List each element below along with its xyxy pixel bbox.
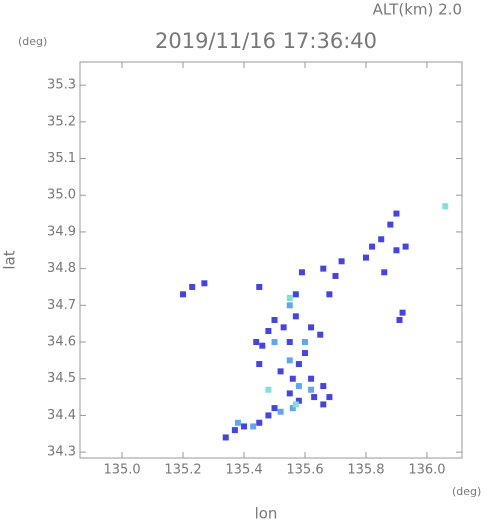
y-tick-label: 34.7 — [47, 298, 76, 313]
echo-pixel — [277, 368, 284, 375]
echo-pixel — [265, 328, 272, 335]
x-tick-label: 135.2 — [164, 463, 201, 478]
y-tick-label: 34.4 — [47, 408, 76, 423]
echo-pixel — [286, 357, 293, 364]
echo-pixel — [286, 390, 293, 397]
echo-pixel — [289, 405, 296, 412]
echo-pixel — [292, 401, 299, 408]
echo-pixel — [289, 375, 296, 382]
x-tick-label: 135.0 — [103, 463, 140, 478]
echo-pixel — [271, 405, 278, 412]
echo-pixel — [311, 394, 318, 401]
echo-pixel — [308, 375, 315, 382]
echo-pixel — [393, 247, 400, 254]
echo-pixel — [286, 294, 293, 301]
echo-pixel — [277, 408, 284, 415]
echo-pixel — [292, 291, 299, 298]
echo-pixel — [295, 383, 302, 390]
y-tick-label: 35.1 — [47, 151, 76, 166]
echo-pixel — [295, 361, 302, 368]
echo-pixel — [320, 401, 327, 408]
echo-pixel — [332, 272, 339, 279]
echo-pixel — [393, 210, 400, 217]
echo-pixel — [308, 386, 315, 393]
echo-pixel — [326, 291, 333, 298]
chart-title: 2019/11/16 17:36:40 — [155, 29, 377, 53]
y-tick-label: 35.0 — [47, 188, 76, 203]
echo-pixel — [298, 269, 305, 276]
x-tick-label: 136.0 — [408, 463, 445, 478]
echo-pixel — [320, 383, 327, 390]
echo-pixel — [442, 203, 449, 210]
y-tick-label: 34.6 — [47, 335, 76, 350]
echo-pixel — [301, 350, 308, 357]
echo-pixel — [338, 258, 345, 265]
y-tick-label: 35.3 — [47, 78, 76, 93]
plot-frame — [79, 61, 463, 459]
echo-pixel — [301, 339, 308, 346]
echo-pixel — [256, 419, 263, 426]
echo-pixel — [378, 236, 385, 243]
x-tick-label: 135.4 — [225, 463, 262, 478]
echo-pixel — [234, 419, 241, 426]
echo-pixel — [387, 221, 394, 228]
x-unit: (deg) — [452, 485, 481, 498]
echo-pixel — [259, 342, 266, 349]
echo-pixel — [308, 324, 315, 331]
y-unit: (deg) — [18, 35, 47, 48]
echo-pixel — [250, 423, 257, 430]
y-tick-label: 34.9 — [47, 224, 76, 239]
echo-pixel — [253, 339, 260, 346]
echo-pixel — [402, 243, 409, 250]
x-tick-label: 135.6 — [286, 463, 323, 478]
echo-pixel — [399, 309, 406, 316]
y-label: lat — [1, 250, 19, 269]
echo-pixel — [271, 339, 278, 346]
echo-pixel — [295, 397, 302, 404]
echo-pixel — [231, 427, 238, 434]
echo-pixel — [265, 386, 272, 393]
y-tick-label: 34.3 — [47, 445, 76, 460]
echo-pixel — [362, 254, 369, 261]
altitude: ALT(km) 2.0 — [373, 1, 462, 19]
x-tick-label: 135.8 — [347, 463, 384, 478]
echo-pixel — [180, 291, 187, 298]
echo-pixel — [256, 361, 263, 368]
echo-pixel — [201, 280, 208, 287]
echo-pixel — [222, 434, 229, 441]
echo-pixel — [320, 265, 327, 272]
echo-pixel — [326, 394, 333, 401]
y-tick-label: 34.5 — [47, 371, 76, 386]
echo-pixel — [271, 317, 278, 324]
echo-pixel — [286, 302, 293, 309]
echo-pixel — [280, 324, 287, 331]
y-tick-label: 35.2 — [47, 114, 76, 129]
echo-pixel — [292, 313, 299, 320]
echo-pixel — [381, 269, 388, 276]
y-tick-label: 34.8 — [47, 261, 76, 276]
echo-pixel — [265, 412, 272, 419]
echo-pixel — [369, 243, 376, 250]
echo-pixel — [286, 339, 293, 346]
x-label: lon — [255, 505, 278, 522]
echo-pixel — [189, 283, 196, 290]
echo-pixel — [396, 317, 403, 324]
echo-pixel — [256, 283, 263, 290]
echo-pixel — [241, 423, 248, 430]
echo-pixel — [317, 331, 324, 338]
